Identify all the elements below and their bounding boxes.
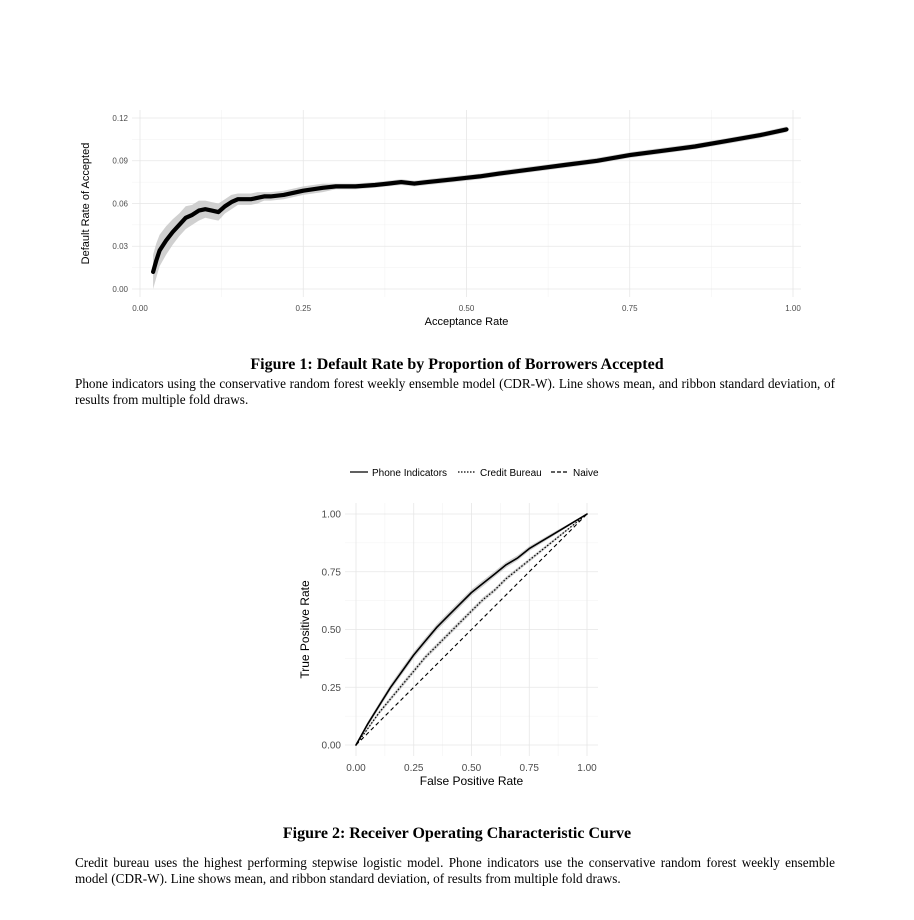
figure-1-caption-text: Phone indicators using the conservative …: [75, 376, 835, 407]
y-tick-label: 0.03: [112, 242, 128, 251]
ribbon-series: [153, 126, 787, 289]
y-tick-label: 1.00: [322, 510, 342, 521]
y-axis-title: True Positive Rate: [298, 580, 312, 679]
y-tick-label: 0.50: [322, 625, 342, 636]
series-line-mean: [151, 127, 789, 274]
x-tick-label: 0.25: [295, 304, 311, 313]
figure-2-caption-title: Figure 2: Receiver Operating Characteris…: [282, 825, 632, 842]
x-tick-label: 0.50: [462, 763, 482, 774]
roc-chart: 0.00 0.25 0.50 0.75 1.00 0.00 0.25 0.50 0.75 1.00…: [298, 468, 599, 788]
y-tick-label: 0.75: [322, 567, 342, 578]
legend: Phone Indicators Credit Bureau Naive: [350, 468, 599, 479]
series-line-credit-bureau: [355, 513, 588, 746]
x-tick-label: 0.50: [459, 304, 475, 313]
x-tick-label: 0.00: [346, 763, 366, 774]
y-tick-label: 0.00: [112, 285, 128, 294]
x-tick-label: 0.75: [622, 304, 638, 313]
x-tick-label: 0.75: [520, 763, 540, 774]
series-line-naive: [355, 513, 588, 746]
legend-label-credit-bureau: Credit Bureau: [480, 468, 542, 479]
legend-label-naive: Naive: [573, 468, 599, 479]
x-axis-title: False Positive Rate: [420, 774, 524, 788]
x-axis-title: Acceptance Rate: [425, 316, 509, 328]
x-tick-label: 1.00: [577, 763, 597, 774]
default-rate-chart: 0.00 0.25 0.50 0.75 1.00 0.00 0.03 0.06 0.09 0.12…: [80, 110, 801, 328]
figure-2-caption-text: Credit bureau uses the highest performin…: [75, 855, 835, 886]
y-tick-label: 0.12: [112, 114, 128, 123]
y-tick-label: 0.09: [112, 157, 128, 166]
series-line-phone-indicators: [355, 513, 588, 746]
y-tick-label: 0.25: [322, 683, 342, 694]
x-tick-label: 1.00: [785, 304, 801, 313]
legend-label-phone-indicators: Phone Indicators: [372, 468, 447, 479]
figure-1-caption-title: Figure 1: Default Rate by Proportion of …: [250, 356, 664, 373]
y-tick-label: 0.06: [112, 199, 128, 208]
y-tick-label: 0.00: [322, 741, 342, 752]
x-tick-label: 0.25: [404, 763, 424, 774]
y-axis-title: Default Rate of Accepted: [80, 143, 92, 265]
x-tick-label: 0.00: [132, 304, 148, 313]
